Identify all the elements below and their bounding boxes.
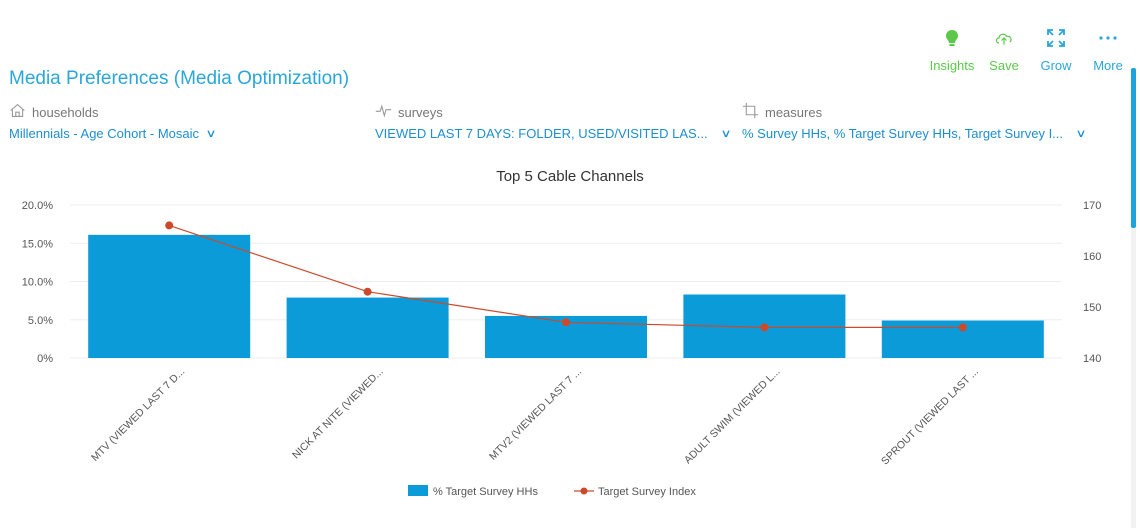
y-right-tick-label: 160: [1083, 251, 1101, 263]
chevron-down-icon[interactable]: ∨: [205, 128, 217, 140]
toolbar-grow-button[interactable]: Grow: [1030, 28, 1082, 73]
y-right-tick-label: 140: [1083, 353, 1101, 365]
y-right-tick-label: 170: [1083, 200, 1101, 212]
expand-icon: [1046, 28, 1066, 53]
x-tick-label: ADULT SWIM (VIEWED L...: [682, 366, 783, 467]
toolbar: Insights Save Grow More: [926, 28, 1134, 73]
line-point: [363, 287, 372, 296]
y-right-tick-label: 150: [1083, 302, 1101, 314]
toolbar-save-button[interactable]: Save: [978, 28, 1030, 73]
y-left-tick-label: 5.0%: [28, 315, 53, 327]
y-left-tick-label: 20.0%: [22, 200, 53, 212]
bar: [88, 234, 251, 358]
house-icon: [9, 102, 26, 122]
toolbar-more-button[interactable]: More: [1082, 28, 1134, 73]
pulse-icon: [375, 102, 392, 122]
bar-line-chart: Top 5 Cable Channels 20.0% 15.0% 10.0% 5.0% 0…: [22, 168, 1102, 498]
y-left-tick-label: 15.0%: [22, 238, 53, 250]
surveys-label: surveys: [398, 104, 443, 120]
line-point: [958, 323, 967, 332]
toolbar-label: Grow: [1040, 58, 1072, 73]
measures-value: % Survey HHs, % Target Survey HHs, Targe…: [742, 126, 1064, 141]
toolbar-label: More: [1093, 58, 1123, 73]
x-tick-label: MTV2 (VIEWED LAST 7 ...: [487, 366, 584, 463]
more-dots-icon: [1098, 28, 1118, 53]
scrollbar-thumb[interactable]: [1131, 68, 1136, 228]
line-point: [165, 221, 174, 230]
legend-bar-label: % Target Survey HHs: [433, 486, 538, 498]
surveys-value: VIEWED LAST 7 DAYS: FOLDER, USED/VISITED…: [375, 126, 708, 141]
page-title: Media Preferences (Media Optimization): [9, 68, 350, 89]
toolbar-insights-button[interactable]: Insights: [926, 28, 978, 73]
bar: [286, 297, 449, 358]
line-point: [760, 323, 769, 332]
x-tick-label: NICK AT NITE (VIEWED...: [290, 366, 386, 462]
lightbulb-icon: [942, 28, 962, 53]
crop-icon: [742, 102, 759, 122]
households-value: Millennials - Age Cohort - Mosaic: [9, 126, 200, 141]
y-left-tick-label: 10.0%: [22, 277, 53, 289]
toolbar-label: Insights: [929, 58, 975, 73]
toolbar-label: Save: [989, 58, 1019, 73]
chevron-down-icon[interactable]: ∨: [719, 128, 732, 140]
scrollbar-track[interactable]: [1131, 228, 1136, 528]
line-point: [562, 318, 570, 327]
legend-line-marker: [580, 487, 588, 495]
y-left-tick-label: 0%: [37, 353, 53, 365]
cloud-upload-icon: [994, 28, 1014, 53]
x-tick-label: SPROUT (VIEWED LAST ...: [879, 366, 981, 468]
legend-bar-swatch: [408, 485, 428, 496]
legend-line-label: Target Survey Index: [598, 486, 696, 498]
households-selector[interactable]: households Millennials - Age Cohort - Mo…: [9, 102, 217, 141]
x-tick-label: MTV (VIEWED LAST 7 D...: [89, 366, 187, 464]
surveys-selector[interactable]: surveys VIEWED LAST 7 DAYS: FOLDER, USED…: [375, 102, 732, 141]
measures-selector[interactable]: measures % Survey HHs, % Target Survey H…: [742, 102, 1087, 141]
households-label: households: [32, 104, 99, 120]
chart-title: Top 5 Cable Channels: [496, 168, 644, 185]
chevron-down-icon[interactable]: ∨: [1075, 128, 1087, 140]
measures-label: measures: [765, 104, 823, 120]
